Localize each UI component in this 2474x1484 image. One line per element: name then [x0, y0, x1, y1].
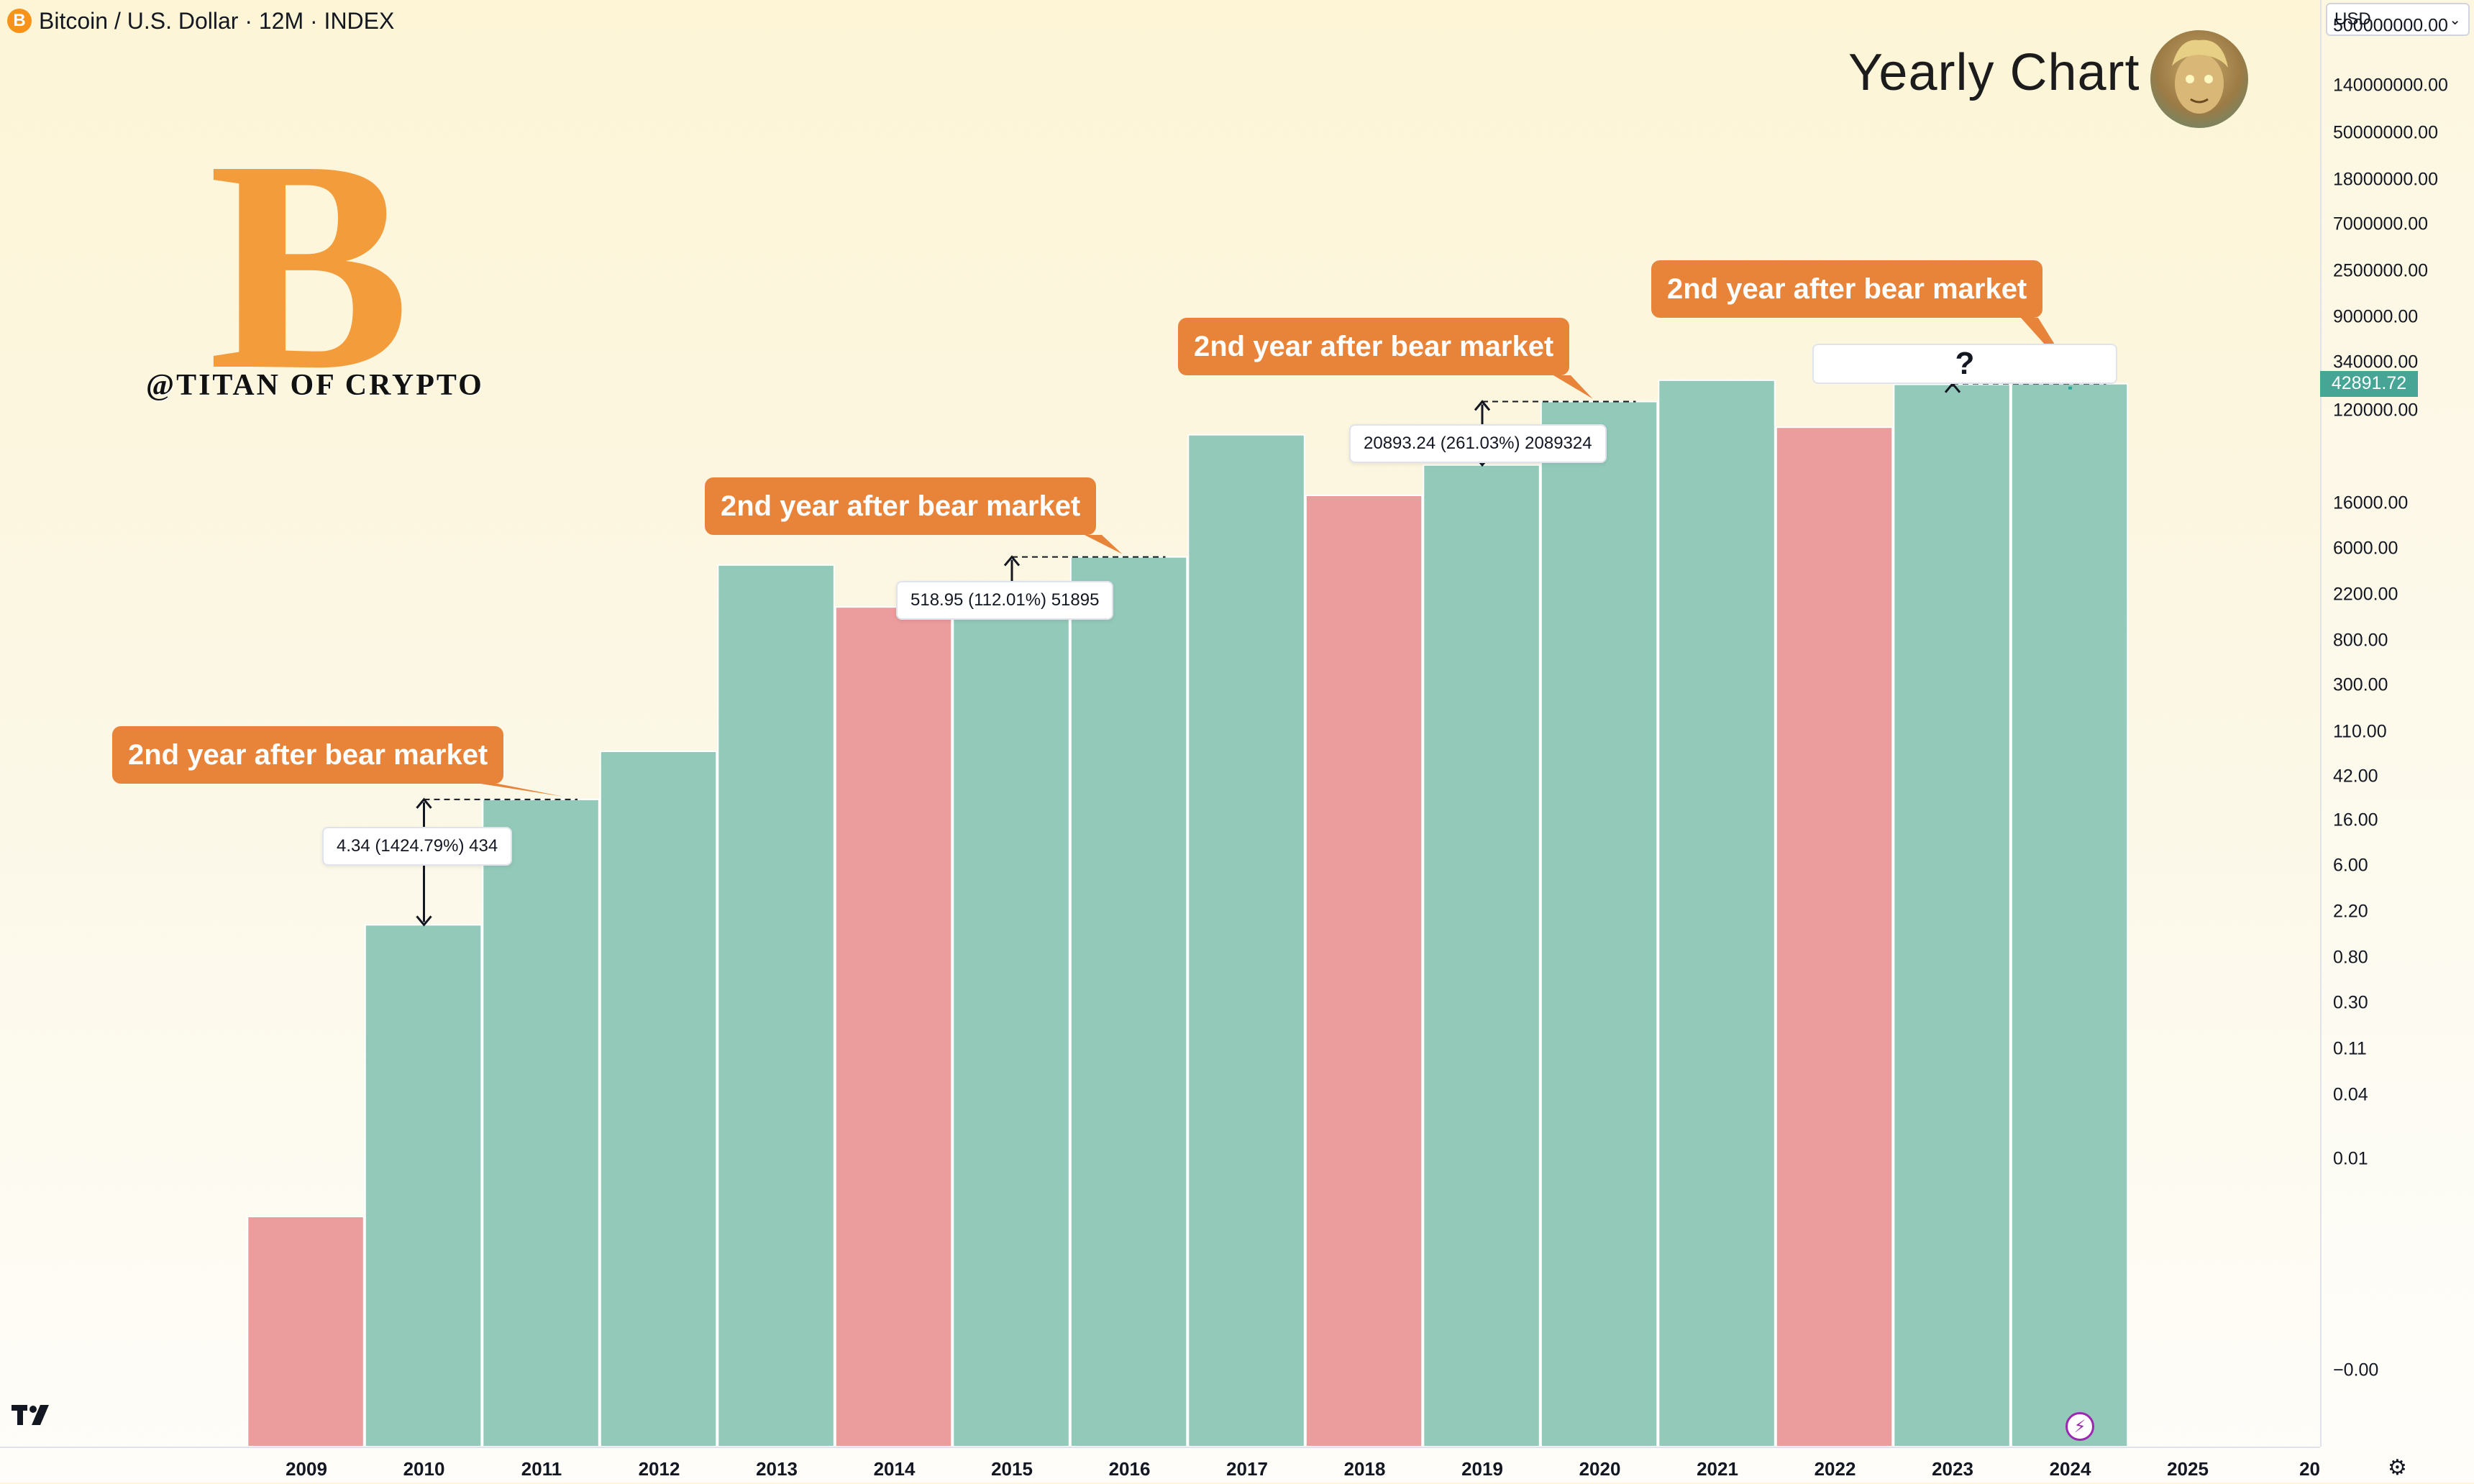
bar-2012[interactable]	[599, 751, 718, 1447]
symbol-title: Bitcoin / U.S. Dollar · 12M · INDEX	[39, 7, 395, 34]
callout-2020[interactable]: 2nd year after bear market	[1178, 318, 1570, 375]
chevron-down-icon: ⌄	[2449, 12, 2461, 28]
tradingview-mark	[12, 1405, 49, 1425]
price-tick: 6000.00	[2333, 538, 2398, 559]
price-tick: 18000000.00	[2333, 169, 2438, 190]
bar-2023[interactable]	[1893, 383, 2011, 1447]
year-tick-2009: 2009	[286, 1458, 327, 1480]
price-tick: 120000.00	[2333, 400, 2419, 421]
price-tick: 42.00	[2333, 766, 2378, 787]
callout-2016[interactable]: 2nd year after bear market	[705, 477, 1097, 535]
time-axis[interactable]	[0, 1447, 2320, 1484]
year-tick-2013: 2013	[756, 1458, 798, 1480]
price-tick: −0.00	[2333, 1360, 2379, 1380]
price-tick: 340000.00	[2333, 352, 2419, 372]
avatar-face-icon	[2172, 40, 2228, 114]
price-tick: 0.04	[2333, 1084, 2368, 1105]
bar-2022[interactable]	[1775, 426, 1894, 1447]
bar-2020[interactable]	[1540, 400, 1658, 1447]
price-axis[interactable]	[2320, 0, 2474, 1447]
measure-label-2011[interactable]: 4.34 (1424.79%) 434	[322, 827, 513, 866]
bar-2024[interactable]	[2010, 383, 2129, 1447]
year-tick-2016: 2016	[1108, 1458, 1151, 1480]
lightning-icon[interactable]: ⚡	[2066, 1412, 2094, 1441]
yearly-chart-title: Yearly Chart	[1848, 44, 2140, 101]
currency-label: USD	[2334, 9, 2371, 29]
year-tick-2020: 2020	[1579, 1458, 1621, 1480]
year-tick-2012: 2012	[638, 1458, 680, 1480]
year-tick-2025: 2025	[2167, 1458, 2209, 1480]
bar-2021[interactable]	[1658, 379, 1776, 1447]
year-tick-2018: 2018	[1343, 1458, 1386, 1480]
price-tick: 7000000.00	[2333, 214, 2429, 234]
price-tick: 0.30	[2333, 992, 2368, 1013]
symbol-header[interactable]: B Bitcoin / U.S. Dollar · 12M · INDEX	[7, 4, 394, 37]
author-handle: @TITAN OF CRYPTO	[146, 369, 484, 402]
year-tick-2024: 2024	[2049, 1458, 2091, 1480]
bar-2011[interactable]	[482, 798, 600, 1447]
bar-2016[interactable]	[1069, 556, 1188, 1447]
price-tick: 16.00	[2333, 810, 2378, 830]
year-tick-2014: 2014	[873, 1458, 916, 1480]
bar-2014[interactable]	[834, 606, 953, 1447]
year-tick-2015: 2015	[991, 1458, 1033, 1480]
bitcoin-b-glyph: B	[209, 98, 410, 410]
arrow-head	[416, 915, 432, 927]
year-tick-2011: 2011	[521, 1458, 562, 1480]
bitcoin-logo: B	[144, 93, 475, 432]
question-box[interactable]: ?	[1812, 344, 2117, 384]
bar-2017[interactable]	[1187, 434, 1305, 1447]
price-tick: 16000.00	[2333, 493, 2409, 513]
currency-select[interactable]: USD ⌄	[2326, 3, 2470, 36]
price-tick: 2200.00	[2333, 584, 2398, 605]
bar-2015[interactable]	[952, 592, 1070, 1447]
year-tick-2026: 2026	[2299, 1458, 2341, 1480]
year-tick-2010: 2010	[403, 1458, 445, 1480]
price-tick: 800.00	[2333, 630, 2388, 651]
price-tick: 500000000.00	[2333, 15, 2448, 36]
bar-2009[interactable]	[247, 1216, 365, 1447]
bar-2018[interactable]	[1305, 495, 1423, 1447]
price-tick: 900000.00	[2333, 306, 2419, 327]
callout-pointer-2	[1553, 375, 1593, 399]
price-tick: 140000000.00	[2333, 75, 2448, 96]
last-price-label: 42891.72	[2320, 370, 2418, 397]
callout-2011[interactable]: 2nd year after bear market	[112, 726, 504, 784]
bars-group	[247, 379, 2129, 1447]
price-tick: 300.00	[2333, 674, 2388, 695]
bitcoin-b-icon: B	[209, 98, 410, 432]
price-tick: 2.20	[2333, 901, 2368, 922]
price-tick: 0.80	[2333, 947, 2368, 968]
price-tick: 0.11	[2333, 1038, 2367, 1059]
year-tick-2021: 2021	[1697, 1458, 1738, 1480]
chart-canvas[interactable]	[0, 0, 2320, 1447]
tradingview-logo-icon[interactable]	[12, 1402, 58, 1435]
year-tick-2017: 2017	[1226, 1458, 1268, 1480]
price-tick: 2500000.00	[2333, 260, 2429, 281]
author-avatar	[2150, 30, 2248, 128]
callout-2024[interactable]: 2nd year after bear market	[1651, 260, 2043, 318]
bitcoin-coin-icon: B	[7, 9, 32, 33]
price-tick: 50000000.00	[2333, 122, 2438, 143]
bar-2013[interactable]	[717, 564, 835, 1447]
measure-label-2020[interactable]: 20893.24 (261.03%) 2089324	[1349, 424, 1607, 463]
callout-pointer-0	[480, 784, 563, 797]
callout-pointer-1	[1085, 535, 1123, 554]
year-tick-2023: 2023	[1932, 1458, 1973, 1480]
year-tick-2022: 2022	[1814, 1458, 1856, 1480]
bar-2019[interactable]	[1423, 464, 1540, 1447]
price-tick: 110.00	[2333, 721, 2387, 742]
year-tick-2019: 2019	[1461, 1458, 1503, 1480]
settings-gear-icon[interactable]: ⚙	[2388, 1456, 2407, 1480]
price-tick: 6.00	[2333, 855, 2368, 876]
price-tick: 0.01	[2333, 1148, 2368, 1169]
bar-2010[interactable]	[364, 924, 483, 1447]
measure-label-2016[interactable]: 518.95 (112.01%) 51895	[896, 581, 1114, 620]
